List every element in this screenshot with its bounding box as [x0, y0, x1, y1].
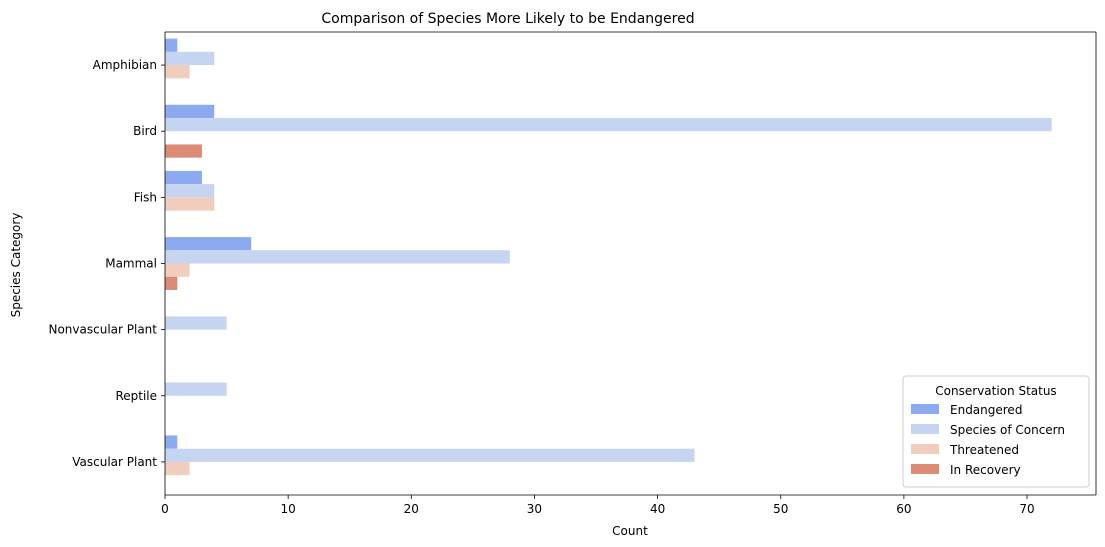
legend-label-species-of-concern: Species of Concern — [950, 423, 1065, 437]
y-axis-ticks: Amphibian Bird Fish Mammal Nonvascular Plant… — [48, 58, 165, 469]
bars-group — [165, 38, 1052, 476]
x-tick-label-50: 50 — [773, 502, 788, 516]
legend-title: Conservation Status — [935, 384, 1056, 398]
x-tick-label-0: 0 — [161, 502, 169, 516]
bar-nonvascular-plant-species-of-concern — [165, 316, 227, 330]
y-tick-label-nonvascular-plant: Nonvascular Plant — [48, 323, 157, 337]
y-tick-label-amphibian: Amphibian — [93, 58, 157, 72]
x-tick-label-20: 20 — [404, 502, 419, 516]
y-tick-label-reptile: Reptile — [115, 389, 157, 403]
y-axis-title: Species Category — [9, 213, 23, 318]
x-axis-ticks: 0 10 20 30 40 50 60 70 — [161, 495, 1035, 516]
bar-mammal-threatened — [165, 263, 190, 277]
chart-title: Comparison of Species More Likely to be … — [321, 11, 694, 27]
x-tick-label-70: 70 — [1019, 502, 1034, 516]
legend-swatch-in-recovery — [911, 464, 939, 474]
bar-mammal-in-recovery — [165, 276, 178, 290]
bar-fish-species-of-concern — [165, 184, 215, 198]
x-tick-label-60: 60 — [896, 502, 911, 516]
y-tick-label-vascular-plant: Vascular Plant — [72, 455, 157, 469]
bar-bird-species-of-concern — [165, 117, 1052, 132]
y-tick-label-bird: Bird — [133, 124, 157, 138]
bar-amphibian-threatened — [165, 65, 190, 79]
bar-bird-endangered — [165, 104, 215, 118]
legend-label-endangered: Endangered — [950, 403, 1022, 417]
legend-swatch-endangered — [911, 404, 939, 414]
legend-swatch-species-of-concern — [911, 424, 939, 434]
legend-box — [902, 375, 1090, 488]
bar-vascular-plant-species-of-concern — [165, 448, 695, 462]
plot-area: 0 10 20 30 40 50 60 70 Amphibian Bird Fish Mammal N… — [48, 31, 1097, 516]
bar-fish-threatened — [165, 197, 215, 211]
legend: Conservation Status Endangered Species of… — [902, 375, 1090, 488]
legend-swatch-threatened — [911, 444, 939, 454]
x-tick-label-40: 40 — [650, 502, 665, 516]
bar-reptile-species-of-concern — [165, 382, 227, 396]
bar-bird-in-recovery — [165, 144, 202, 158]
bar-amphibian-endangered — [165, 38, 178, 52]
x-axis-title: Count — [612, 524, 648, 538]
legend-label-threatened: Threatened — [949, 443, 1019, 457]
bar-amphibian-species-of-concern — [165, 51, 215, 66]
bar-mammal-species-of-concern — [165, 250, 510, 264]
bar-fish-endangered — [165, 170, 202, 185]
bar-mammal-endangered — [165, 237, 252, 251]
y-tick-label-mammal: Mammal — [105, 257, 157, 271]
bar-vascular-plant-threatened — [165, 461, 190, 476]
legend-items: Endangered Species of Concern Threatened In… — [911, 403, 1065, 477]
x-tick-label-30: 30 — [527, 502, 542, 516]
legend-label-in-recovery: In Recovery — [950, 463, 1021, 477]
y-tick-label-fish: Fish — [134, 190, 157, 204]
x-tick-label-10: 10 — [281, 502, 296, 516]
bar-vascular-plant-endangered — [165, 435, 178, 449]
